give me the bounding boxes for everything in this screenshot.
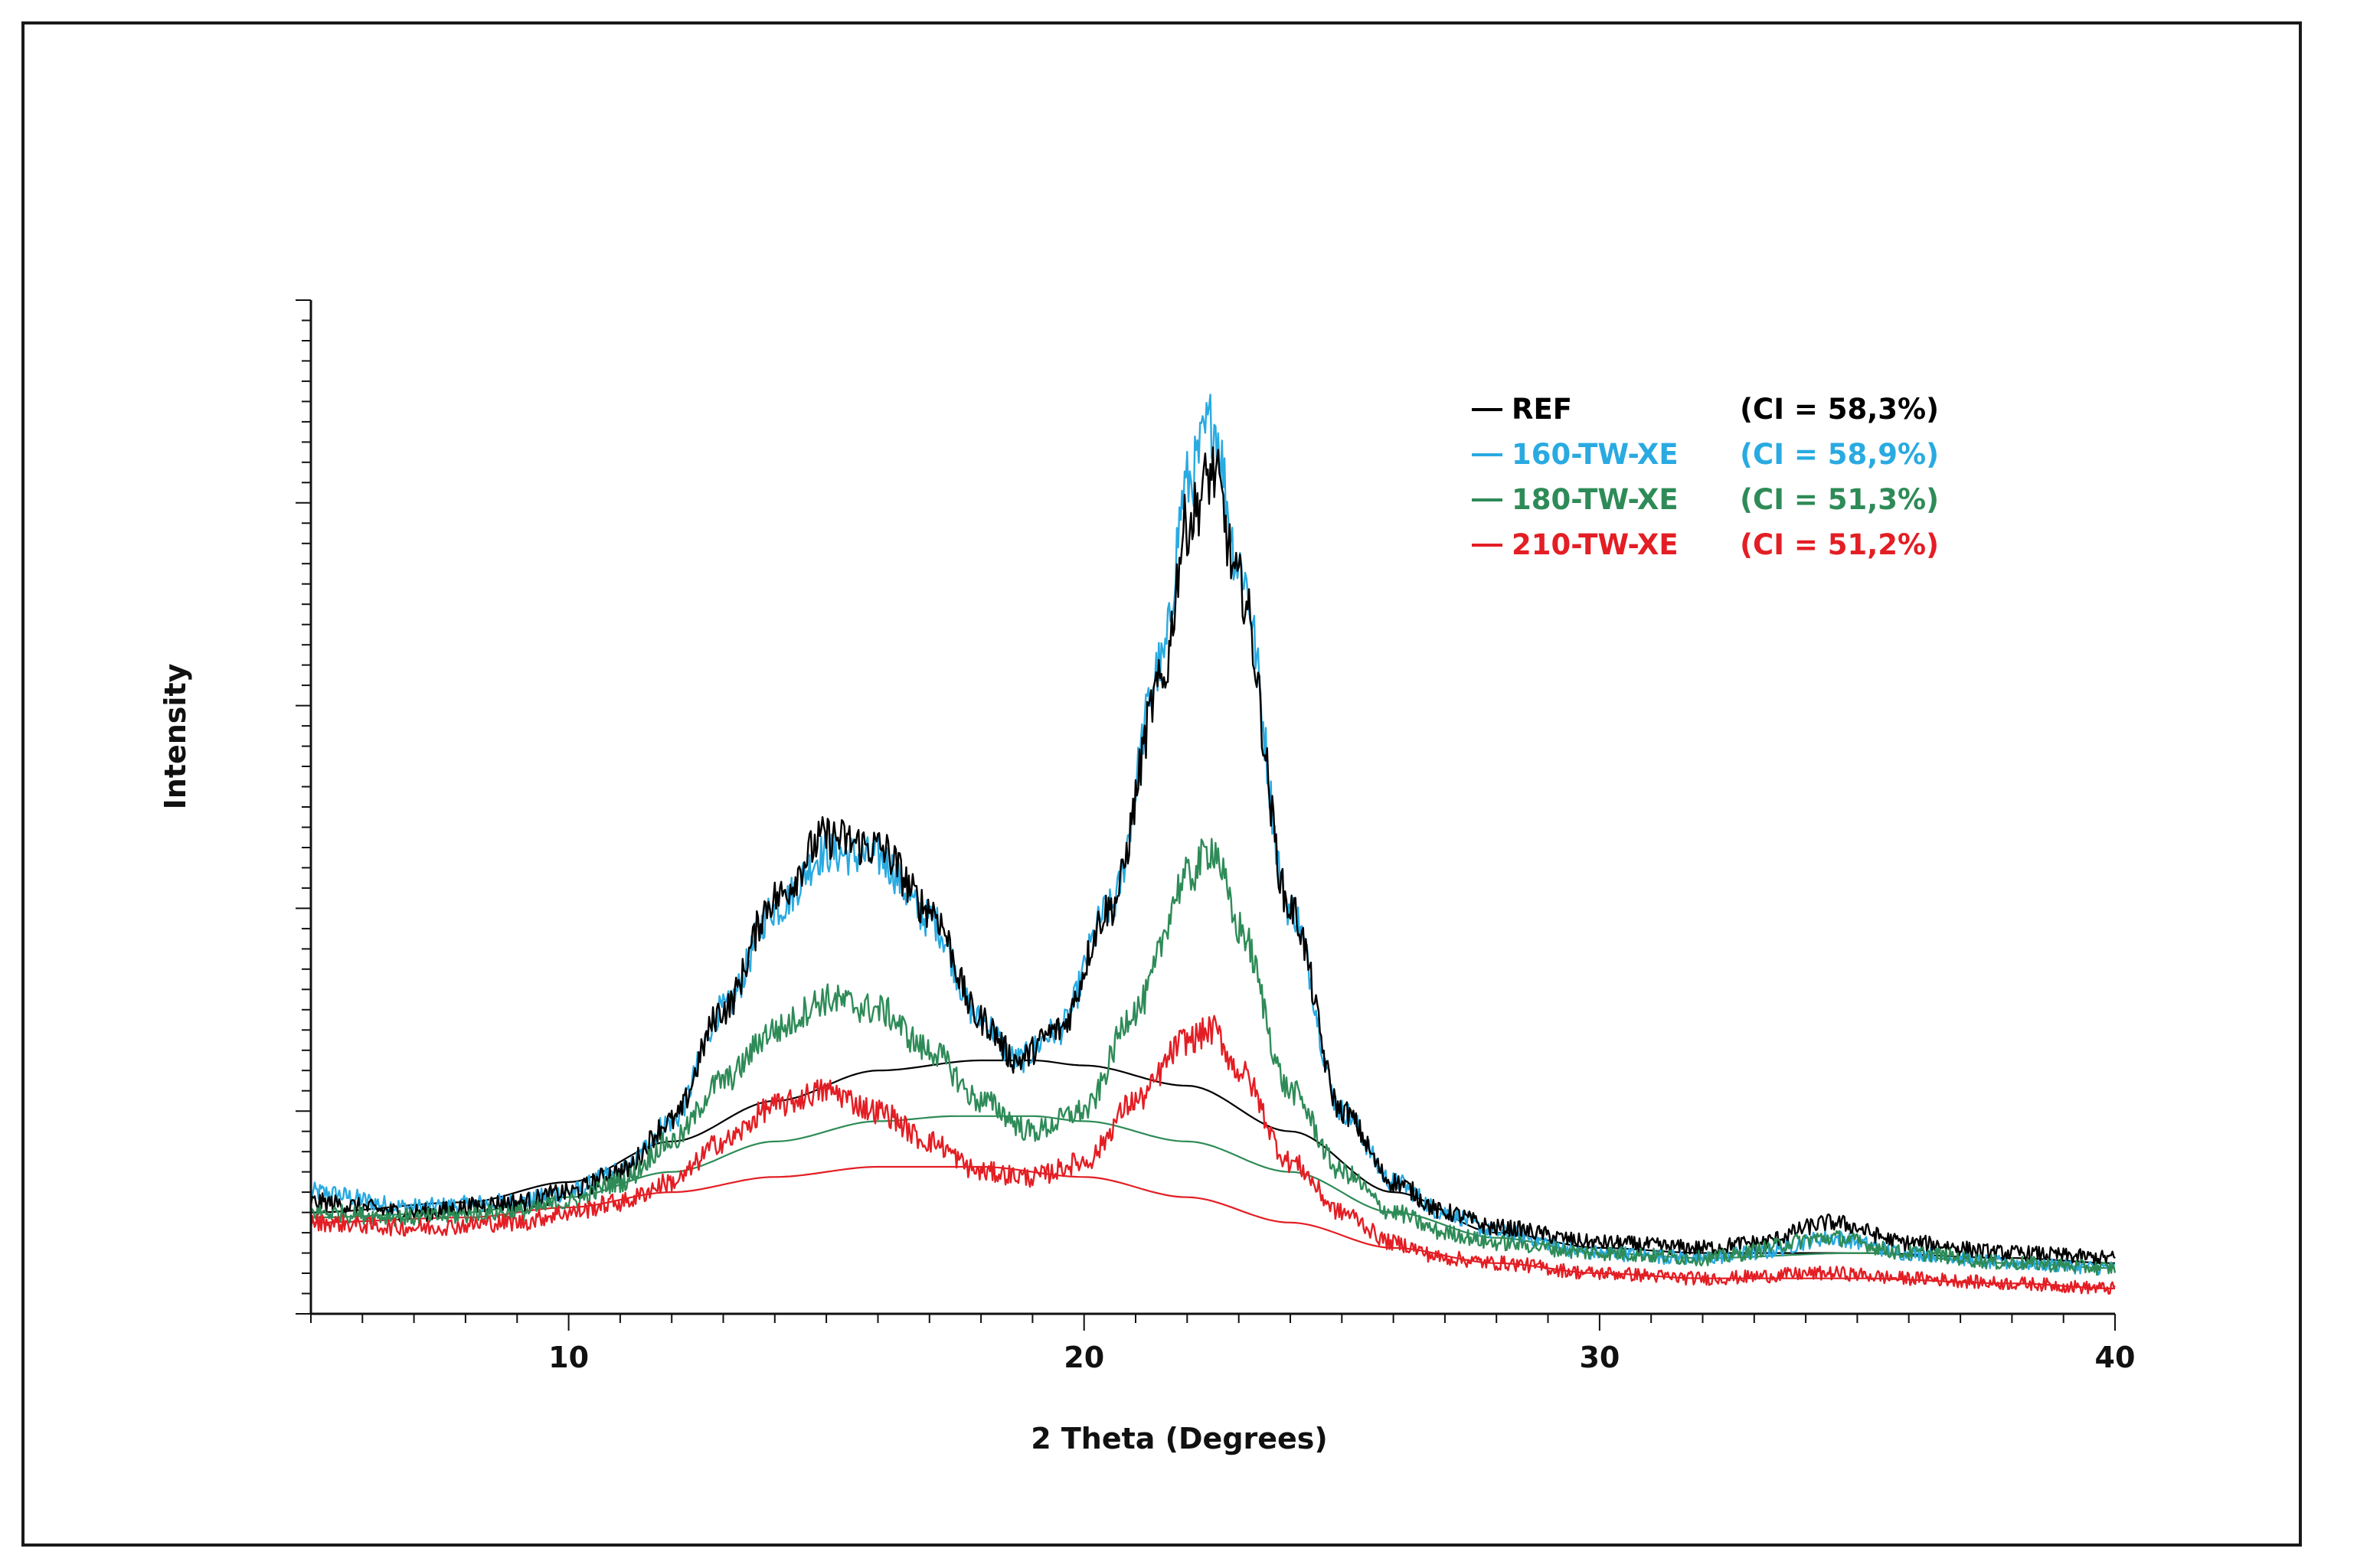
x-ticks: 10 20 30 40 [310,1314,2136,1374]
chart-svg: 10 20 30 40 2 Theta (Degrees) Intensity REF… [159,299,2136,1455]
y-ticks [296,299,311,1315]
legend-ci-160-tw-xe: (CI = 58,9%) [1740,438,1939,471]
x-tick-label: 40 [2095,1341,2136,1374]
legend-label-210-tw-xe: 210-TW-XE [1512,528,1679,561]
x-axis-title: 2 Theta (Degrees) [1031,1422,1328,1455]
x-tick-label: 30 [1579,1341,1620,1374]
axes-layer: 10 20 30 40 [296,299,2136,1374]
legend: REF (CI = 58,3%) 160-TW-XE (CI = 58,9%) 180-… [1472,393,1939,561]
amorphous-fit-line-1 [311,1059,2115,1264]
series-line-160-tw-xe [309,394,2116,1276]
y-axis-title: Intensity [159,663,192,809]
figure-frame: 10 20 30 40 2 Theta (Degrees) Intensity REF… [21,21,2302,1547]
series-line-180-tw-xe [310,838,2117,1276]
series-layer [309,394,2117,1295]
legend-ci-180-tw-xe: (CI = 51,3%) [1740,483,1939,516]
legend-label-ref: REF [1512,393,1572,426]
x-tick-label: 20 [1064,1341,1104,1374]
series-line-210-tw-xe [309,1014,2116,1295]
legend-label-180-tw-xe: 180-TW-XE [1512,483,1679,516]
amorphous-fit-layer [311,1059,2115,1289]
legend-label-160-tw-xe: 160-TW-XE [1512,438,1679,471]
legend-ci-210-tw-xe: (CI = 51,2%) [1740,528,1939,561]
x-tick-label: 10 [548,1341,589,1374]
legend-ci-ref: (CI = 58,3%) [1740,393,1939,426]
